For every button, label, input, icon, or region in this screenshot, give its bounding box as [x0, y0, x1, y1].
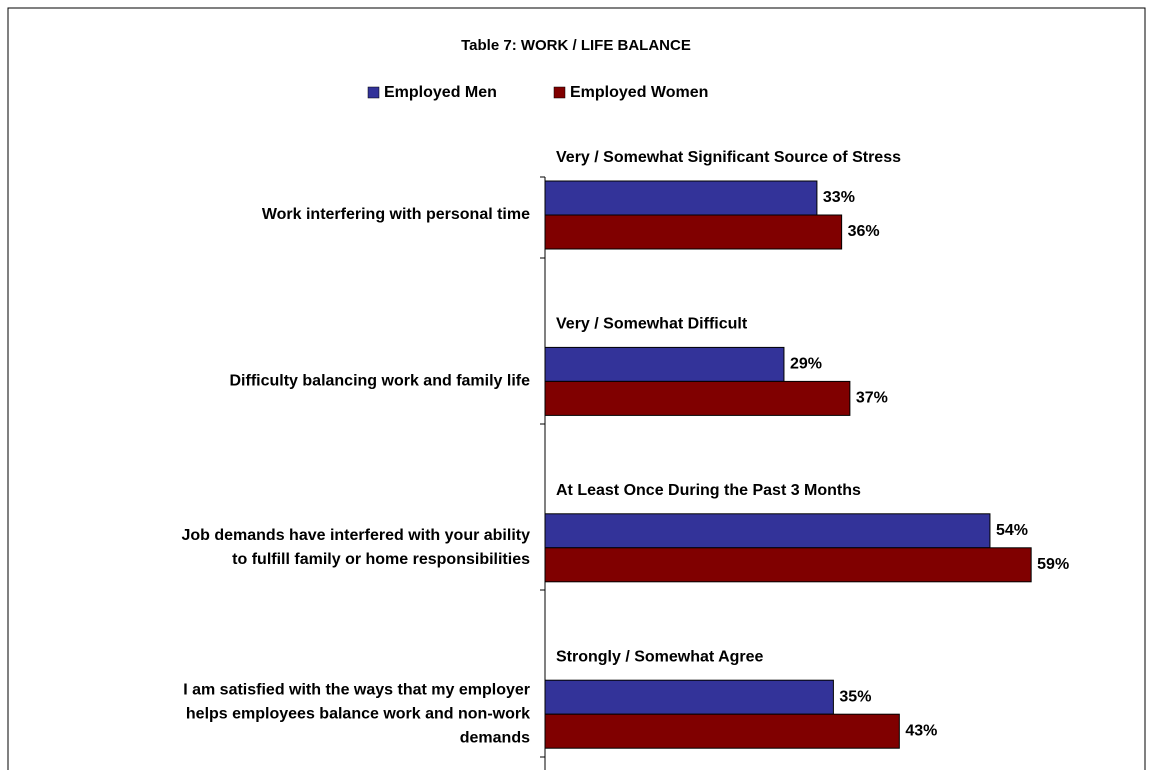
value-label: 36%: [848, 223, 880, 240]
legend-label: Employed Men: [384, 84, 497, 101]
category-label: helps employees balance work and non-wor…: [186, 705, 530, 722]
legend-swatch: [367, 86, 380, 99]
value-label: 59%: [1037, 556, 1069, 573]
category-label: Difficulty balancing work and family lif…: [230, 373, 531, 390]
group-label: At Least Once During the Past 3 Months: [556, 482, 861, 499]
bar: [544, 346, 785, 382]
value-label: 33%: [823, 189, 855, 206]
bar: [544, 214, 843, 250]
category-label: Work interfering with personal time: [262, 206, 530, 223]
value-label: 35%: [839, 688, 871, 705]
category-label: Job demands have interfered with your ab…: [181, 527, 530, 544]
group-label: Strongly / Somewhat Agree: [556, 648, 764, 665]
group-label: Very / Somewhat Significant Source of St…: [556, 149, 901, 166]
value-label: 54%: [996, 522, 1028, 539]
category-label: demands: [460, 729, 530, 746]
category-label: I am satisfied with the ways that my emp…: [183, 681, 530, 698]
value-label: 43%: [905, 722, 937, 739]
chart-title: Table 7: WORK / LIFE BALANCE: [461, 37, 691, 54]
bar: [544, 380, 851, 416]
value-label: 37%: [856, 390, 888, 407]
bar: [544, 547, 1032, 583]
bar: [544, 679, 834, 715]
group-label: Very / Somewhat Difficult: [556, 316, 748, 333]
legend-swatch: [553, 86, 566, 99]
bar: [544, 513, 991, 549]
bar: [544, 180, 818, 216]
bar: [544, 713, 900, 749]
category-label: to fulfill family or home responsibiliti…: [232, 551, 530, 568]
value-label: 29%: [790, 356, 822, 373]
legend-label: Employed Women: [570, 84, 708, 101]
